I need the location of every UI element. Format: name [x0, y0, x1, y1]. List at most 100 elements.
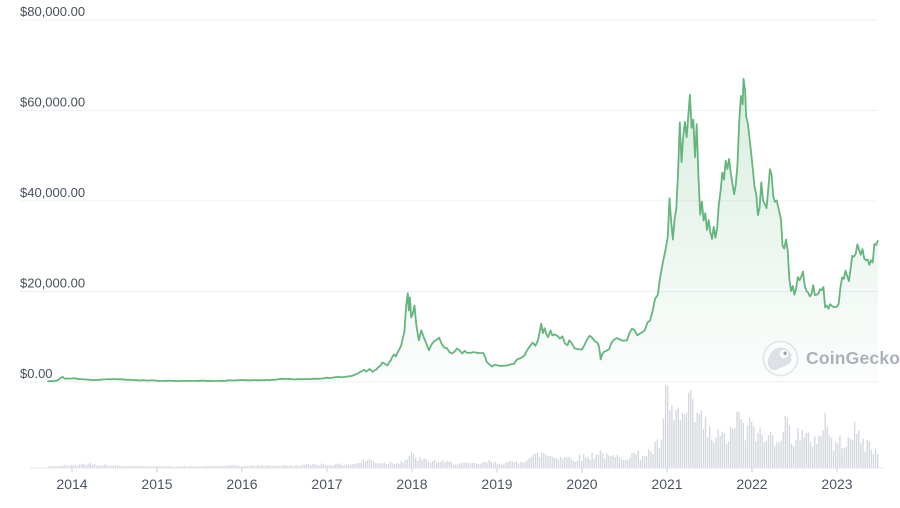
- volume-bar: [471, 463, 474, 468]
- volume-bar: [843, 448, 845, 468]
- volume-bar: [412, 453, 415, 468]
- volume-bar: [49, 466, 51, 468]
- volume-bar: [562, 459, 564, 468]
- volume-bar: [454, 464, 457, 468]
- volume-bar: [328, 464, 331, 468]
- volume-bar: [251, 465, 253, 468]
- volume-bar: [534, 453, 537, 468]
- volume-bar: [152, 466, 154, 468]
- volume-bar: [179, 466, 182, 468]
- volume-bar: [62, 465, 64, 468]
- volume-bar: [616, 455, 618, 468]
- volume-bar: [778, 442, 780, 468]
- volume-bar: [515, 461, 518, 468]
- volume-bar: [297, 465, 299, 468]
- x-axis-label: 2014: [56, 476, 87, 492]
- volume-bar: [830, 437, 833, 468]
- volume-bar: [780, 440, 782, 468]
- volume-bar: [226, 465, 228, 468]
- price-line: [47, 77, 879, 383]
- volume-bar: [190, 465, 192, 468]
- volume-bar: [805, 432, 807, 468]
- volume-bar: [673, 419, 675, 468]
- volume-bar: [494, 461, 497, 468]
- volume-bar: [97, 465, 100, 468]
- volume-bar: [738, 412, 740, 468]
- volume-bar: [100, 465, 102, 468]
- volume-bar: [240, 466, 243, 468]
- volume-bar: [824, 412, 826, 468]
- volume-bar: [74, 465, 77, 468]
- volume-bar: [215, 466, 217, 468]
- volume-bar: [677, 407, 679, 468]
- volume-bar: [719, 435, 721, 468]
- volume-bar: [169, 465, 171, 468]
- volume-bar: [702, 429, 705, 468]
- volume-bar: [205, 465, 207, 468]
- volume-bar: [230, 465, 232, 468]
- volume-bar: [734, 428, 736, 468]
- volume-bar: [643, 456, 646, 468]
- volume-bar: [746, 425, 749, 468]
- volume-bar: [461, 462, 463, 468]
- volume-bar: [646, 455, 648, 468]
- volume-bar: [538, 457, 541, 468]
- volume-bar: [713, 442, 715, 468]
- volume-bar: [679, 420, 681, 468]
- volume-bar: [799, 440, 801, 468]
- volume-bar: [66, 465, 68, 468]
- volume-bar: [421, 459, 423, 468]
- volume-bar: [217, 465, 219, 468]
- volume-bar: [95, 465, 98, 468]
- volume-bar: [137, 466, 140, 468]
- volume-bar: [589, 459, 591, 468]
- volume-bar: [480, 463, 482, 468]
- volume-bar: [826, 426, 828, 468]
- volume-bar: [769, 431, 772, 468]
- volume-bar: [202, 466, 205, 468]
- volume-bar: [310, 465, 312, 468]
- volume-bar: [232, 465, 234, 468]
- volume-bar: [394, 463, 396, 468]
- volume-bar: [627, 459, 629, 468]
- volume-bar: [188, 466, 190, 468]
- volume-bar: [740, 419, 742, 468]
- volume-bar: [200, 465, 203, 468]
- volume-bar: [354, 463, 356, 468]
- volume-bar: [112, 464, 114, 468]
- volume-bar: [482, 461, 484, 468]
- volume-bar: [427, 461, 429, 468]
- volume-bar: [499, 463, 501, 468]
- volume-bar: [76, 465, 79, 468]
- volume-bar: [356, 462, 358, 468]
- volume-bar: [536, 452, 539, 468]
- volume-bar: [177, 466, 180, 468]
- volume-bar: [175, 466, 177, 468]
- volume-bar: [410, 452, 413, 468]
- y-axis-label: $20,000.00: [20, 276, 85, 291]
- volume-bar: [620, 459, 623, 468]
- volume-bar: [198, 466, 201, 468]
- volume-bar: [496, 464, 499, 468]
- volume-bar: [587, 456, 589, 468]
- volume-bar: [284, 465, 287, 468]
- volume-bar: [419, 456, 421, 468]
- volume-bar: [610, 456, 612, 468]
- volume-bar: [809, 441, 812, 468]
- volume-bar: [832, 450, 835, 468]
- volume-bar: [299, 466, 301, 468]
- volume-bar: [58, 465, 60, 468]
- volume-bar: [400, 461, 402, 468]
- volume-bar: [801, 430, 803, 468]
- volume-bar: [763, 441, 765, 468]
- volume-bar: [503, 464, 505, 468]
- volume-bar: [469, 463, 471, 468]
- price-area-fill: [48, 78, 878, 383]
- volume-bar: [133, 465, 135, 468]
- volume-bar: [255, 465, 257, 468]
- volume-bar: [868, 441, 870, 468]
- volume-bar: [289, 465, 291, 468]
- volume-bar: [104, 464, 106, 468]
- volume-bar: [528, 458, 530, 468]
